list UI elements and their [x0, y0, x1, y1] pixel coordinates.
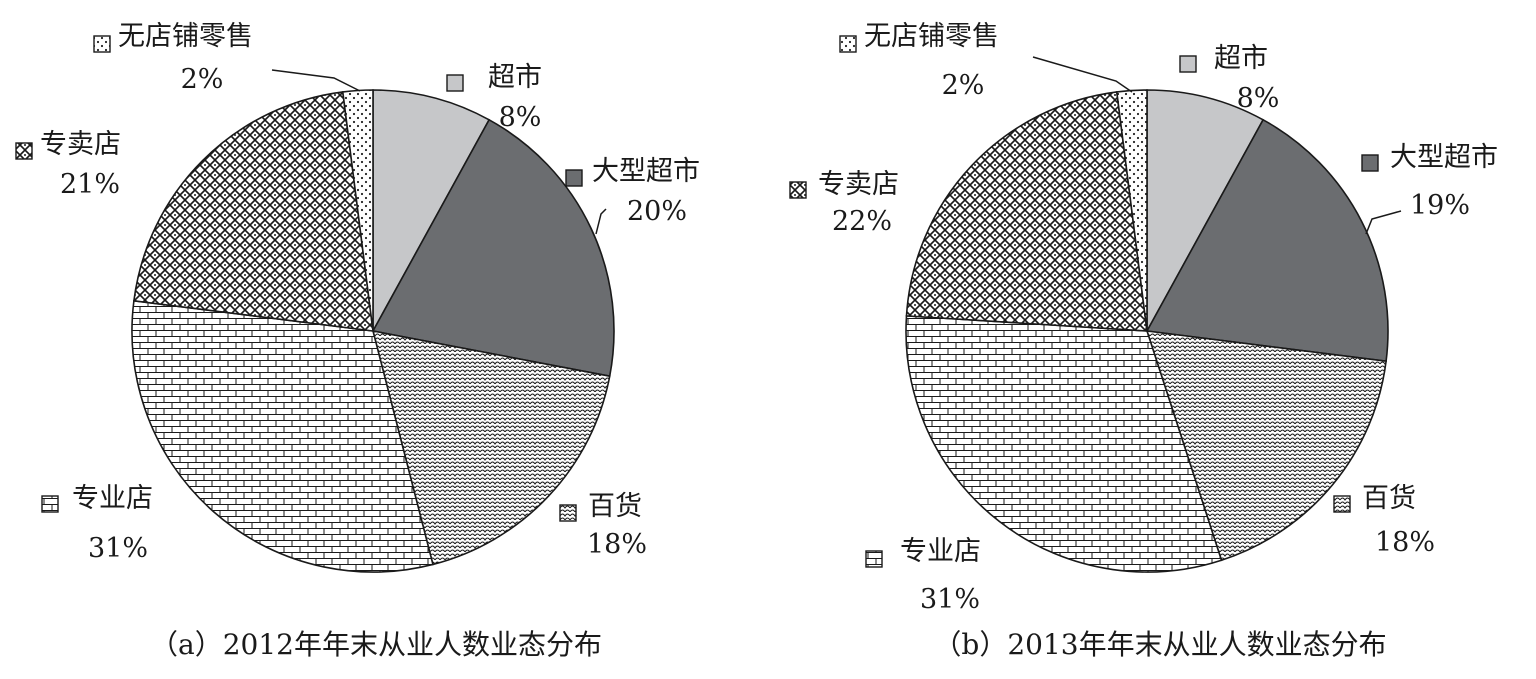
slice-label-name: 大型超市 [1390, 142, 1498, 173]
chart-title: （b）2013年年末从业人数业态分布 [933, 628, 1386, 661]
leader-line [1365, 210, 1402, 235]
slice-label-name: 专卖店 [40, 129, 121, 160]
slice-label-name: 专卖店 [818, 169, 899, 200]
pie-chart-2013: 超市 8% 大型超市 19% 百货 18% 专业店 31% 专卖店 22% 无店铺零售 2% （b）20… [789, 21, 1498, 661]
legend-swatch [1179, 55, 1197, 73]
legend-swatch [41, 495, 59, 513]
pie-slice-2012-1 [371, 118, 615, 378]
leader-line [595, 208, 607, 235]
legend-swatch [1333, 495, 1351, 513]
pie-slice-2012-4 [133, 91, 374, 332]
pie-slice-2013-5 [1115, 89, 1148, 332]
legend-swatch [446, 74, 464, 92]
slice-label-name: 百货 [588, 491, 642, 522]
leader-line [271, 69, 361, 92]
chart-title: （a）2012年年末从业人数业态分布 [150, 628, 602, 661]
slice-label-value: 8% [499, 102, 542, 133]
pie-slice-2012-2 [371, 329, 611, 566]
pie-slice-2013-0 [1146, 89, 1265, 332]
slice-label-value: 18% [587, 529, 647, 560]
legend-swatch [559, 504, 577, 522]
leader-line [1032, 56, 1133, 93]
slice-label-name: 无店铺零售 [118, 21, 253, 52]
legend-swatch [789, 181, 807, 199]
slice-label-value: 31% [88, 533, 148, 564]
slice-label-value: 21% [60, 169, 120, 200]
pie-slice-2013-2 [1145, 330, 1387, 562]
slice-label-name: 无店铺零售 [864, 21, 999, 52]
slice-label-value: 2% [181, 64, 224, 95]
slice-label-name: 专业店 [900, 536, 981, 567]
slice-label-value: 22% [832, 206, 892, 237]
legend-swatch [565, 169, 583, 187]
legend-swatch [93, 35, 111, 53]
slice-label-name: 百货 [1362, 483, 1416, 514]
slice-label-value: 31% [920, 584, 980, 615]
slice-label-value: 20% [627, 196, 687, 227]
legend-swatch [865, 550, 883, 568]
slice-label-value: 18% [1375, 527, 1435, 558]
slice-label-name: 专业店 [72, 483, 153, 514]
legend-swatch [839, 35, 857, 53]
slice-label-name: 超市 [1214, 43, 1268, 74]
pie-slice-2013-3 [905, 315, 1223, 573]
pie-slice-2013-4 [905, 91, 1148, 332]
pie-chart-2012: 超市 8% 大型超市 20% 百货 18% 专业店 31% 专卖店 21% 无店铺零售 2% （a）20… [15, 21, 700, 661]
pie-slice-2012-3 [131, 299, 434, 573]
pie-slice-2013-1 [1145, 118, 1389, 363]
legend-swatch [15, 142, 33, 160]
slice-label-name: 大型超市 [592, 156, 700, 187]
slice-label-value: 8% [1237, 83, 1280, 114]
slice-label-value: 2% [942, 70, 985, 101]
slice-label-value: 19% [1410, 190, 1470, 221]
pie-slice-2012-0 [372, 89, 491, 332]
slice-label-name: 超市 [488, 62, 542, 93]
legend-swatch [1361, 154, 1379, 172]
